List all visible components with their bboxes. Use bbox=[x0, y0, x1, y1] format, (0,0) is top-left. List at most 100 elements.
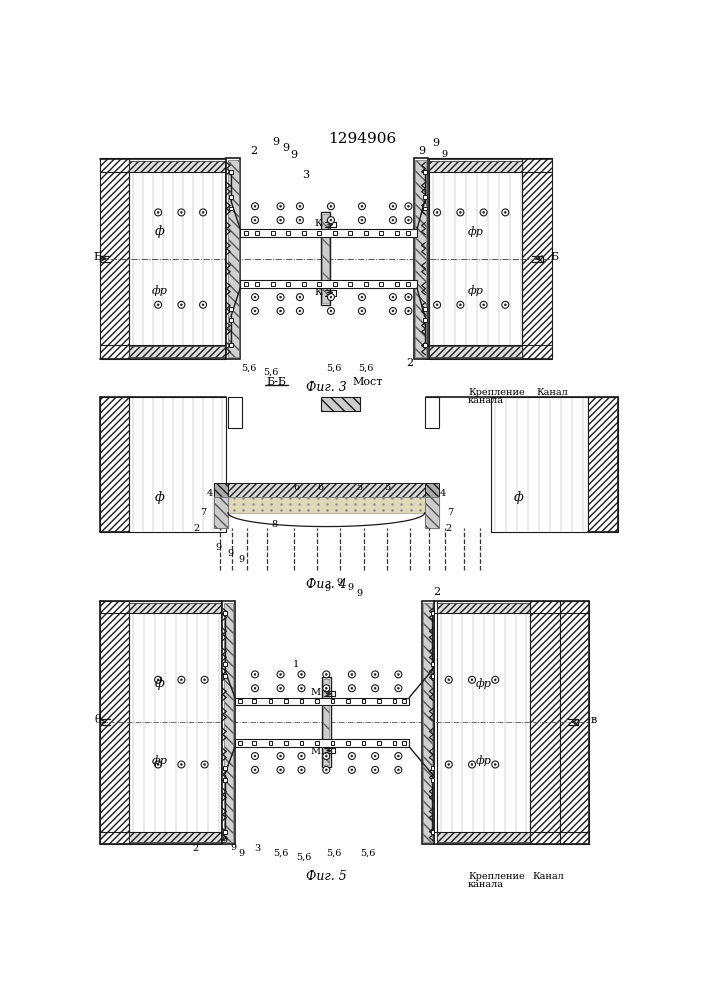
Circle shape bbox=[494, 679, 496, 681]
Circle shape bbox=[351, 769, 353, 771]
Circle shape bbox=[279, 296, 281, 298]
Bar bbox=[100, 397, 129, 532]
Bar bbox=[361, 741, 366, 745]
Bar bbox=[129, 161, 226, 172]
Circle shape bbox=[351, 673, 353, 675]
Bar bbox=[228, 397, 242, 428]
Bar bbox=[214, 483, 228, 497]
Circle shape bbox=[155, 209, 162, 216]
Circle shape bbox=[494, 763, 496, 765]
Bar bbox=[224, 603, 233, 842]
Bar bbox=[431, 674, 434, 678]
Text: 9: 9 bbox=[337, 578, 342, 587]
Text: 9: 9 bbox=[356, 589, 363, 598]
Text: 9: 9 bbox=[272, 137, 279, 147]
Bar bbox=[423, 318, 426, 322]
Circle shape bbox=[155, 301, 162, 308]
Bar bbox=[361, 699, 366, 703]
Text: θ: θ bbox=[94, 715, 101, 725]
Text: 5,6: 5,6 bbox=[358, 363, 373, 372]
Circle shape bbox=[358, 203, 366, 210]
Bar bbox=[322, 677, 331, 767]
Circle shape bbox=[392, 296, 394, 298]
Text: 2: 2 bbox=[194, 524, 200, 533]
Bar bbox=[300, 741, 303, 745]
Bar bbox=[252, 741, 256, 745]
Text: 5: 5 bbox=[356, 483, 363, 492]
Circle shape bbox=[277, 766, 284, 773]
Text: 9: 9 bbox=[239, 849, 245, 858]
Circle shape bbox=[471, 763, 473, 765]
Circle shape bbox=[397, 755, 399, 757]
Text: 2: 2 bbox=[250, 146, 257, 156]
Circle shape bbox=[277, 671, 284, 678]
Circle shape bbox=[277, 685, 284, 692]
Text: 9: 9 bbox=[227, 549, 233, 558]
Text: К: К bbox=[314, 219, 322, 228]
Text: Б-Б: Б-Б bbox=[267, 377, 287, 387]
Circle shape bbox=[392, 219, 394, 221]
Bar bbox=[425, 397, 438, 428]
Circle shape bbox=[407, 219, 409, 221]
Text: 9: 9 bbox=[418, 146, 425, 156]
Circle shape bbox=[178, 676, 185, 683]
Circle shape bbox=[361, 310, 363, 312]
Circle shape bbox=[492, 676, 498, 683]
Circle shape bbox=[199, 209, 206, 216]
Bar bbox=[129, 158, 226, 359]
Circle shape bbox=[392, 310, 394, 312]
Circle shape bbox=[460, 304, 462, 306]
Circle shape bbox=[480, 209, 487, 216]
Bar bbox=[286, 282, 291, 286]
Bar bbox=[284, 741, 288, 745]
Bar bbox=[333, 231, 337, 235]
Circle shape bbox=[296, 307, 303, 314]
Bar bbox=[416, 160, 426, 357]
Circle shape bbox=[254, 310, 256, 312]
Circle shape bbox=[252, 203, 259, 210]
Circle shape bbox=[407, 296, 409, 298]
Bar bbox=[364, 282, 368, 286]
Text: 4: 4 bbox=[207, 489, 214, 498]
Bar bbox=[129, 603, 223, 613]
Circle shape bbox=[299, 310, 301, 312]
Bar bbox=[226, 158, 240, 359]
Text: 9: 9 bbox=[347, 583, 354, 592]
Circle shape bbox=[390, 294, 397, 301]
Circle shape bbox=[323, 766, 329, 773]
Circle shape bbox=[252, 766, 259, 773]
Circle shape bbox=[460, 211, 462, 213]
Bar bbox=[402, 699, 406, 703]
Circle shape bbox=[204, 679, 206, 681]
Circle shape bbox=[374, 769, 376, 771]
Bar bbox=[437, 832, 530, 842]
Circle shape bbox=[372, 671, 379, 678]
Bar bbox=[431, 830, 434, 834]
Bar bbox=[317, 231, 321, 235]
Text: 5,6: 5,6 bbox=[327, 363, 341, 372]
Circle shape bbox=[445, 761, 452, 768]
Text: 5,6: 5,6 bbox=[327, 849, 341, 858]
Circle shape bbox=[279, 205, 281, 207]
Circle shape bbox=[397, 687, 399, 689]
Circle shape bbox=[351, 755, 353, 757]
Bar bbox=[395, 282, 399, 286]
Circle shape bbox=[457, 301, 464, 308]
Circle shape bbox=[254, 296, 256, 298]
Text: М: М bbox=[311, 747, 321, 756]
Circle shape bbox=[397, 673, 399, 675]
Text: Б: Б bbox=[550, 252, 559, 262]
Bar bbox=[425, 497, 438, 528]
Text: в: в bbox=[590, 715, 597, 725]
Bar bbox=[244, 231, 247, 235]
Text: 9: 9 bbox=[325, 584, 331, 593]
Circle shape bbox=[361, 205, 363, 207]
Circle shape bbox=[330, 310, 332, 312]
Circle shape bbox=[155, 761, 162, 768]
Text: Канал: Канал bbox=[537, 388, 568, 397]
Bar bbox=[431, 662, 434, 666]
Text: Фиг. 5: Фиг. 5 bbox=[306, 870, 346, 883]
Circle shape bbox=[178, 761, 185, 768]
Circle shape bbox=[178, 209, 185, 216]
Bar bbox=[229, 195, 233, 199]
